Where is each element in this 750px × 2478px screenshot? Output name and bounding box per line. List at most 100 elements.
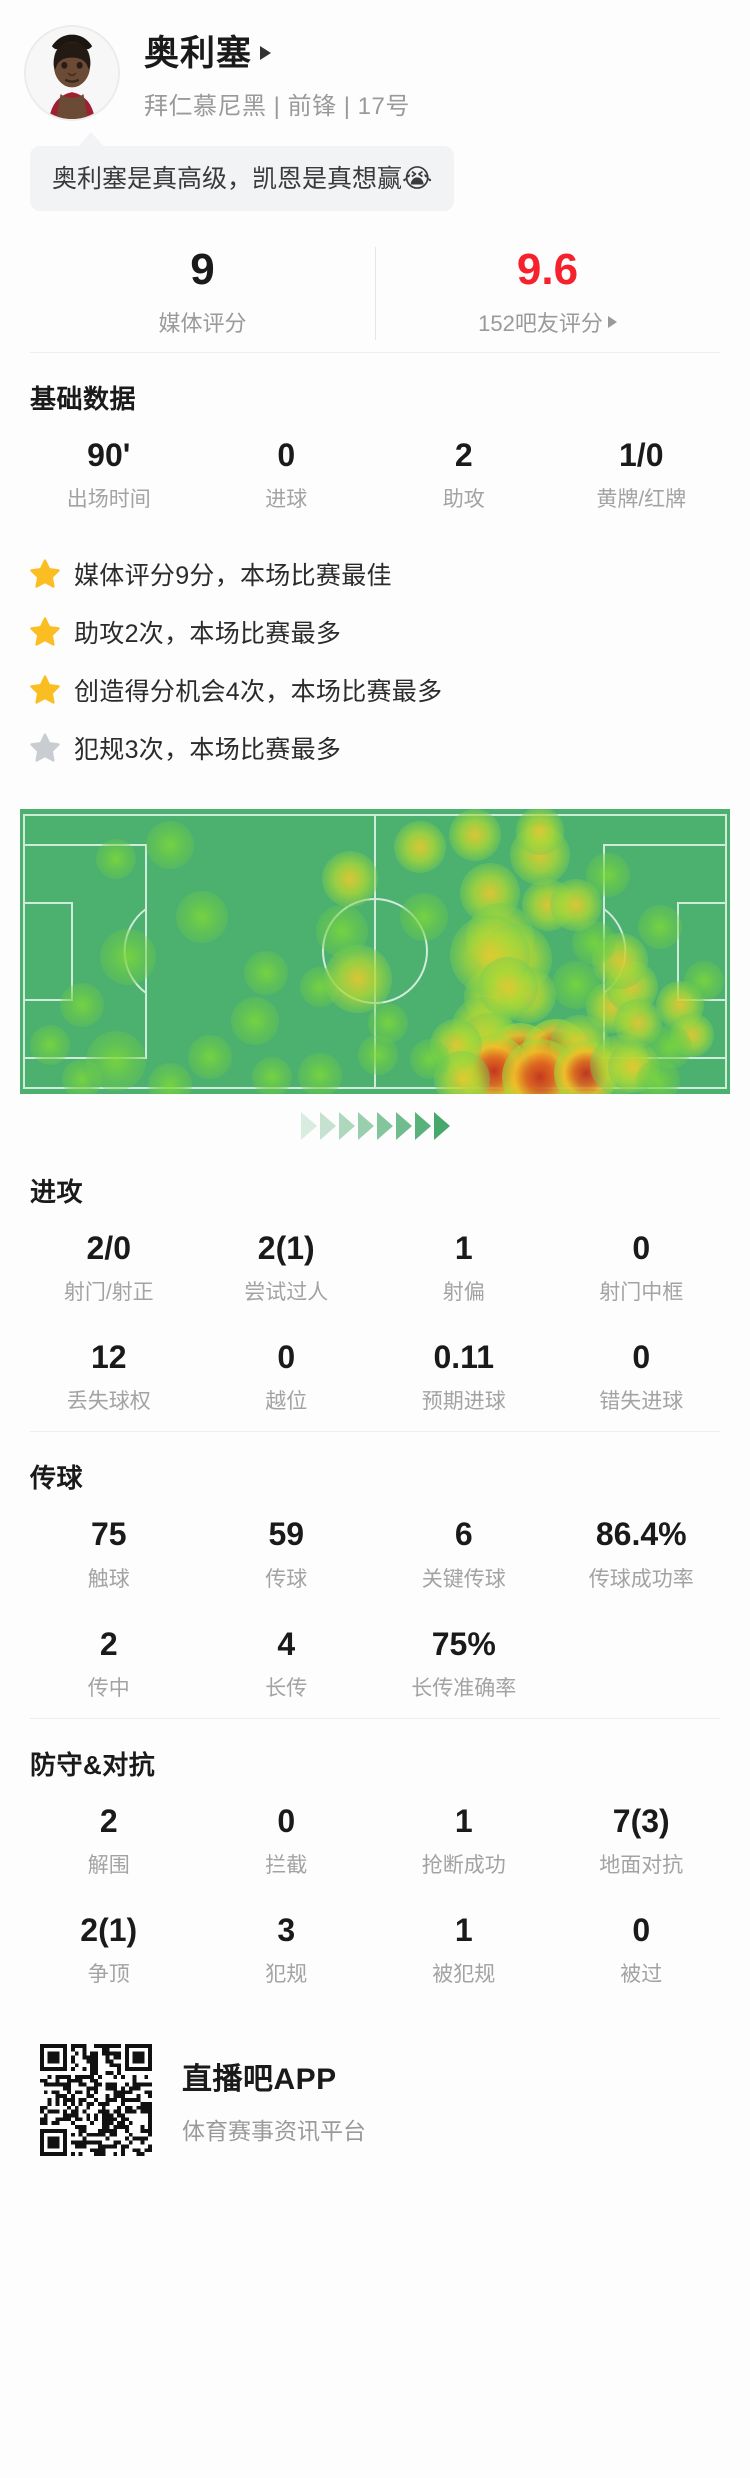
pitch-lines [23, 814, 727, 1090]
stat-value: 0 [632, 1230, 651, 1267]
footer-texts: 直播吧APP 体育赛事资讯平台 [182, 2054, 366, 2146]
stat-cell: 1 射偏 [375, 1213, 553, 1322]
avatar[interactable] [24, 25, 120, 121]
fan-rating-cell[interactable]: 9.6 152吧友评分 [375, 237, 720, 352]
player-header: 奥利塞 拜仁慕尼黑 | 前锋 | 17号 [0, 0, 750, 128]
passing-stats-grid: 75 触球 59 传球 6 关键传球 86.4% 传球成功率 2 传中 4 长传 75% 长传准确率 [0, 1499, 750, 1717]
section-title-attack: 进攻 [30, 1177, 84, 1208]
fan-rating-label-text: 152吧友评分 [478, 310, 603, 336]
highlight-text: 助攻2次，本场比赛最多 [74, 620, 342, 649]
player-name-row[interactable]: 奥利塞 [144, 25, 410, 76]
stat-cell: 2(1) 争顶 [20, 1895, 198, 2004]
attack-stats-grid: 2/0 射门/射正 2(1) 尝试过人 1 射偏 0 射门中框 12 丢失球权 0 越位 0.11 预期进… [0, 1213, 750, 1431]
stat-label: 尝试过人 [244, 1281, 329, 1305]
app-tagline: 体育赛事资讯平台 [182, 2118, 366, 2145]
stat-cell: 1/0 黄牌/红牌 [553, 420, 731, 529]
stat-cell: 2 解围 [20, 1786, 198, 1895]
player-meta: 拜仁慕尼黑 | 前锋 | 17号 [144, 93, 410, 120]
player-identity: 奥利塞 拜仁慕尼黑 | 前锋 | 17号 [144, 25, 410, 121]
triangle-right-icon[interactable] [607, 315, 617, 328]
comment-text: 奥利塞是真高级，凯恩是真想赢 [52, 165, 403, 193]
chevron-right-icon [414, 1112, 431, 1141]
section-title-basic: 基础数据 [30, 383, 137, 414]
stat-cell: 2 助攻 [375, 420, 553, 529]
stat-value: 86.4% [595, 1516, 687, 1553]
media-rating-label-text: 媒体评分 [158, 310, 247, 336]
stat-cell: 3 犯规 [198, 1895, 376, 2004]
highlights-list: 媒体评分9分，本场比赛最佳 助攻2次，本场比赛最多创造得分机会4次，本场比赛最多犯… [0, 529, 750, 795]
app-name: 直播吧APP [182, 2063, 337, 2097]
star-icon [30, 617, 60, 646]
stat-value: 6 [454, 1516, 473, 1553]
star-icon [30, 675, 60, 704]
stat-label: 出场时间 [66, 488, 151, 512]
stat-value: 4 [277, 1625, 296, 1662]
highlight-text: 犯规3次，本场比赛最多 [74, 736, 342, 765]
stat-value: 1 [454, 1230, 473, 1267]
stat-value: 1 [454, 1802, 473, 1839]
stat-value: 2 [454, 436, 473, 473]
stat-cell: 2/0 射门/射正 [20, 1213, 198, 1322]
stat-cell: 75% 长传准确率 [375, 1609, 553, 1718]
stat-cell: 12 丢失球权 [20, 1322, 198, 1431]
stat-cell: 0 拦截 [198, 1786, 376, 1895]
stat-label: 助攻 [442, 488, 485, 512]
heatmap-pitch[interactable] [20, 809, 730, 1095]
chevron-right-icon [300, 1112, 317, 1141]
fan-rating-value: 9.6 [516, 245, 579, 295]
stat-cell: 7(3) 地面对抗 [553, 1786, 731, 1895]
stat-value: 59 [268, 1516, 305, 1553]
triangle-right-icon[interactable] [260, 45, 272, 60]
stat-value: 12 [90, 1339, 127, 1376]
stat-label: 进球 [265, 488, 308, 512]
stat-value: 0.11 [433, 1339, 494, 1376]
highlight-text: 媒体评分9分，本场比赛最佳 [74, 562, 392, 591]
comment-section: 奥利塞是真高级，凯恩是真想赢😭 [0, 128, 750, 212]
stat-label: 越位 [265, 1390, 308, 1414]
media-rating-cell: 9 媒体评分 [30, 237, 375, 352]
highlight-row: 媒体评分9分，本场比赛最佳 [30, 545, 720, 603]
stat-value: 1/0 [619, 436, 664, 473]
star-icon [30, 559, 60, 588]
stat-value: 2 [99, 1625, 118, 1662]
stat-cell: 4 长传 [198, 1609, 376, 1718]
highlight-row: 创造得分机会4次，本场比赛最多 [30, 661, 720, 719]
stat-label: 抢断成功 [421, 1853, 506, 1877]
ratings-section: 9 媒体评分 9.6 152吧友评分 [0, 237, 750, 352]
highlight-row: 助攻2次，本场比赛最多 [30, 603, 720, 661]
qr-code-icon[interactable] [40, 2044, 152, 2157]
basic-stats-grid: 90' 出场时间 0 进球 2 助攻 1/0 黄牌/红牌 [0, 420, 750, 529]
player-avatar-icon [26, 27, 118, 119]
stat-value: 0 [632, 1339, 651, 1376]
stat-label: 传球成功率 [588, 1567, 694, 1591]
stat-value: 0 [277, 436, 296, 473]
chevron-right-icon [357, 1112, 374, 1141]
stat-label: 射门/射正 [63, 1281, 154, 1305]
stat-label: 传球 [265, 1567, 308, 1591]
stat-label: 长传 [265, 1676, 308, 1700]
stat-cell: 75 触球 [20, 1499, 198, 1608]
stat-value: 0 [632, 1911, 651, 1948]
stat-cell: 86.4% 传球成功率 [553, 1499, 731, 1608]
stat-cell: 2 传中 [20, 1609, 198, 1718]
media-rating-value: 9 [190, 245, 215, 295]
stat-label: 被过 [620, 1963, 663, 1987]
emoji-icon: 😭 [402, 163, 433, 193]
stat-cell: 0 越位 [198, 1322, 376, 1431]
stat-value: 0 [277, 1339, 296, 1376]
stat-value: 2(1) [80, 1911, 138, 1948]
stat-label: 地面对抗 [599, 1853, 684, 1877]
stat-value: 7(3) [612, 1802, 670, 1839]
defense-stats-grid: 2 解围 0 拦截 1 抢断成功 7(3) 地面对抗 2(1) 争顶 3 犯规 1 被犯规 0 被过 [0, 1786, 750, 2004]
stat-label: 射门中框 [599, 1281, 684, 1305]
chevron-right-icon [395, 1112, 412, 1141]
stat-label: 黄牌/红牌 [596, 488, 687, 512]
fan-rating-label[interactable]: 152吧友评分 [478, 306, 617, 338]
star-icon [30, 733, 60, 762]
stat-label: 传中 [87, 1676, 130, 1700]
comment-bubble[interactable]: 奥利塞是真高级，凯恩是真想赢😭 [30, 131, 455, 212]
stat-cell: 0 被过 [553, 1895, 731, 2004]
stat-cell: 0 错失进球 [553, 1322, 731, 1431]
stat-label: 被犯规 [432, 1963, 496, 1987]
